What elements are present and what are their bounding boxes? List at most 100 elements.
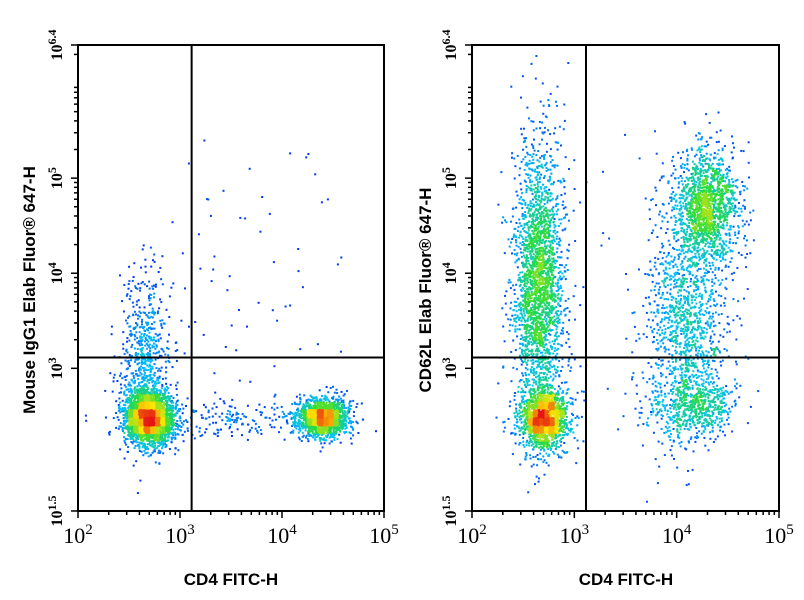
left-event-point	[137, 438, 140, 440]
left-event-point	[201, 434, 204, 437]
left-event-point	[350, 442, 353, 445]
left-event-point	[309, 422, 312, 425]
left-event-point	[308, 404, 311, 407]
left-event-point	[153, 435, 156, 438]
left-event-point	[142, 389, 144, 392]
left-event-point	[201, 416, 203, 419]
left-event-point	[123, 352, 126, 355]
left-event-point	[311, 432, 314, 435]
left-event-point	[164, 399, 167, 402]
left-event-point	[136, 415, 139, 418]
left-event-point	[142, 311, 145, 314]
left-event-point	[145, 452, 148, 455]
left-event-point	[389, 420, 391, 422]
left-event-point	[111, 390, 114, 393]
left-event-point	[155, 389, 158, 391]
left-event-point	[124, 359, 127, 362]
left-event-point	[312, 417, 315, 420]
left-event-point	[149, 326, 152, 329]
left-event-point	[154, 340, 157, 343]
left-event-point	[153, 382, 156, 385]
left-event-point	[298, 419, 300, 422]
left-event-point	[338, 410, 341, 413]
left-event-point	[146, 347, 149, 350]
left-event-point	[230, 431, 233, 434]
left-event-point	[158, 376, 161, 379]
left-event-point	[120, 410, 123, 413]
left-event-point	[153, 321, 156, 324]
left-event-point	[161, 447, 163, 450]
left-event-point	[130, 346, 133, 349]
left-event-point	[289, 152, 292, 155]
left-event-point	[134, 395, 137, 398]
left-event-point	[334, 398, 337, 401]
left-event-point	[156, 420, 159, 423]
left-event-point	[304, 405, 307, 408]
left-event-point	[222, 189, 225, 192]
left-event-point	[125, 294, 128, 297]
left-event-point	[141, 346, 144, 349]
left-event-point	[185, 419, 188, 422]
left-event-point	[352, 428, 355, 431]
left-event-point	[333, 415, 336, 418]
left-event-point	[115, 412, 117, 414]
left-event-point	[121, 407, 124, 410]
left-event-point	[146, 364, 149, 367]
left-event-point	[131, 428, 134, 431]
left-event-point	[127, 283, 130, 285]
left-event-point	[305, 400, 308, 403]
left-event-point	[234, 406, 237, 409]
left-event-point	[181, 412, 184, 415]
left-event-point	[319, 403, 322, 406]
left-event-point	[320, 432, 323, 435]
left-event-point	[318, 389, 321, 392]
left-event-point	[175, 400, 178, 403]
left-event-point	[129, 426, 132, 429]
left-event-point	[310, 421, 313, 423]
left-event-point	[158, 444, 161, 447]
left-event-point	[139, 395, 142, 398]
left-event-point	[167, 414, 170, 417]
left-event-point	[265, 416, 268, 419]
left-event-point	[385, 425, 387, 427]
left-event-point	[136, 341, 139, 344]
left-event-point	[163, 422, 165, 425]
left-event-point	[224, 346, 227, 348]
left-event-point	[319, 415, 322, 418]
left-event-point	[124, 437, 127, 440]
left-event-point	[138, 310, 141, 313]
left-event-point	[318, 432, 321, 435]
left-event-point	[157, 310, 159, 313]
left-event-point	[129, 405, 132, 408]
left-event-point	[320, 428, 323, 430]
left-event-point	[138, 411, 141, 414]
left-event-point	[243, 415, 246, 418]
left-event-point	[147, 321, 150, 324]
left-event-point	[158, 409, 161, 412]
left-event-point	[174, 350, 177, 352]
left-event-point	[168, 404, 171, 407]
left-event-point	[126, 438, 129, 441]
left-event-point	[183, 420, 185, 423]
left-event-point	[181, 252, 184, 255]
left-event-point	[131, 422, 134, 425]
left-event-point	[141, 323, 143, 326]
left-event-point	[162, 452, 165, 455]
left-event-point	[140, 391, 143, 393]
left-event-point	[324, 414, 326, 417]
left-event-point	[141, 407, 144, 410]
left-event-point	[134, 335, 137, 338]
left-event-point	[137, 414, 139, 417]
left-event-point	[152, 406, 155, 409]
left-event-point	[85, 419, 88, 422]
left-event-point	[157, 338, 160, 341]
left-event-point	[167, 396, 170, 399]
left-event-point	[330, 427, 333, 429]
left-event-point	[125, 368, 128, 371]
left-event-point	[161, 394, 164, 397]
left-event-point	[246, 438, 249, 441]
left-event-point	[144, 429, 147, 431]
left-event-point	[136, 444, 139, 447]
left-event-point	[228, 405, 231, 408]
left-event-point	[134, 404, 136, 407]
